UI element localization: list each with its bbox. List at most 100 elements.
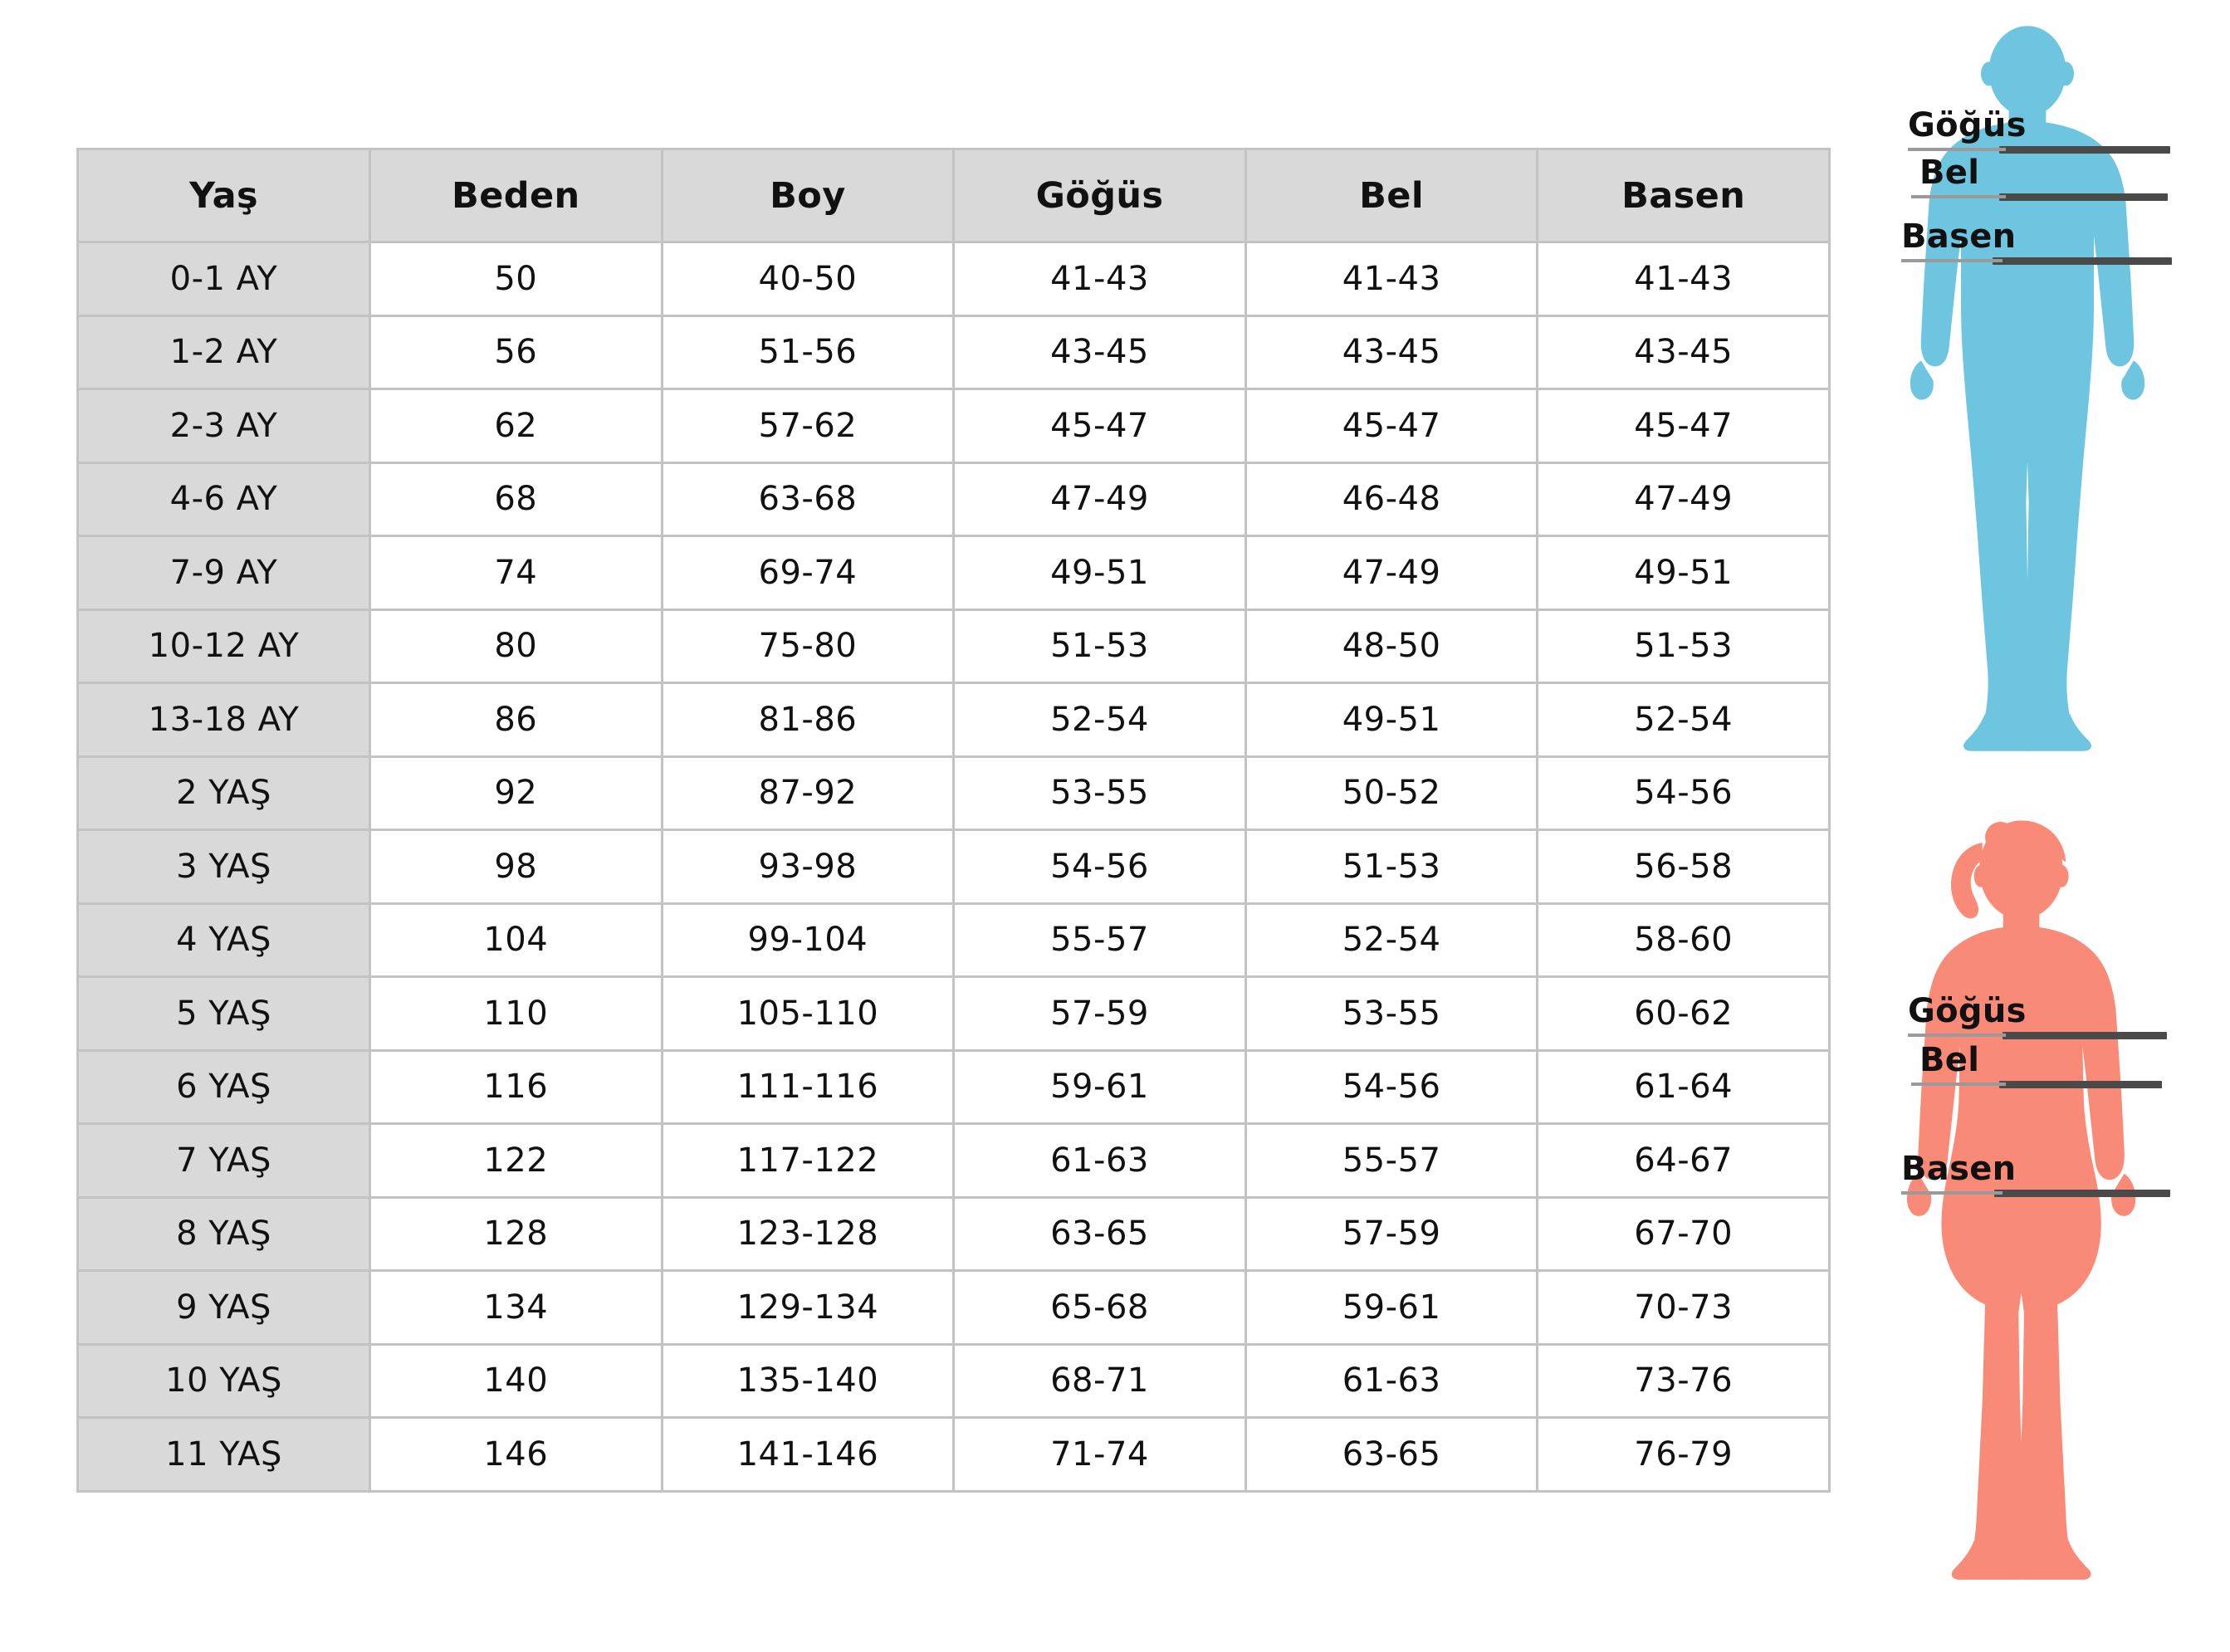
cell-chest: 55-57	[952, 902, 1247, 978]
cell-waist: 59-61	[1244, 1269, 1539, 1346]
cell-chest: 63-65	[952, 1195, 1247, 1272]
girl-chest-label: Göğüs	[1908, 992, 2027, 1030]
cell-size: 86	[369, 682, 663, 758]
cell-age: 13-18 AY	[76, 682, 371, 758]
cell-chest: 49-51	[952, 535, 1247, 611]
cell-chest: 41-43	[952, 241, 1247, 317]
cell-size: 56	[369, 314, 663, 390]
cell-size: 146	[369, 1416, 663, 1493]
cell-hip: 52-54	[1536, 682, 1831, 758]
cell-height: 87-92	[660, 755, 956, 831]
column-header-height: Boy	[660, 148, 956, 243]
boy-waist-label: Bel	[1919, 154, 1980, 192]
size-table-panel: Yaş Beden Boy Göğüs Bel Basen 0-1 AY 50 40…	[76, 148, 1831, 1493]
cell-waist: 43-45	[1244, 314, 1539, 390]
boy-hip-band	[1993, 257, 2172, 265]
boy-waist-leader-line	[1911, 195, 2006, 198]
cell-age: 4 YAŞ	[76, 902, 371, 978]
table-row: 10-12 AY 80 75-80 51-53 48-50 51-53	[76, 608, 1831, 684]
cell-size: 98	[369, 828, 663, 905]
table-row: 2 YAŞ 92 87-92 53-55 50-52 54-56	[76, 755, 1831, 831]
cell-hip: 64-67	[1536, 1122, 1831, 1199]
size-table: Yaş Beden Boy Göğüs Bel Basen 0-1 AY 50 40…	[76, 148, 1831, 1493]
cell-hip: 58-60	[1536, 902, 1831, 978]
cell-height: 117-122	[660, 1122, 956, 1199]
cell-waist: 53-55	[1244, 975, 1539, 1052]
cell-height: 105-110	[660, 975, 956, 1052]
cell-height: 123-128	[660, 1195, 956, 1272]
cell-waist: 51-53	[1244, 828, 1539, 905]
cell-age: 10 YAŞ	[76, 1342, 371, 1419]
girl-hip-label: Basen	[1901, 1150, 2017, 1188]
cell-waist: 52-54	[1244, 902, 1539, 978]
cell-waist: 41-43	[1244, 241, 1539, 317]
girl-waist-leader-line	[1911, 1083, 2006, 1086]
table-header: Yaş Beden Boy Göğüs Bel Basen	[76, 148, 1831, 243]
cell-chest: 54-56	[952, 828, 1247, 905]
cell-chest: 51-53	[952, 608, 1247, 684]
cell-hip: 41-43	[1536, 241, 1831, 317]
girl-hip-band	[1994, 1190, 2170, 1197]
girl-hip-leader-line	[1901, 1191, 2003, 1195]
cell-size: 50	[369, 241, 663, 317]
cell-waist: 46-48	[1244, 461, 1539, 537]
girl-waist-band	[1999, 1081, 2162, 1088]
cell-height: 93-98	[660, 828, 956, 905]
table-row: 4 YAŞ 104 99-104 55-57 52-54 58-60	[76, 902, 1831, 978]
table-row: 8 YAŞ 128 123-128 63-65 57-59 67-70	[76, 1195, 1831, 1272]
cell-chest: 59-61	[952, 1048, 1247, 1125]
cell-hip: 49-51	[1536, 535, 1831, 611]
cell-waist: 47-49	[1244, 535, 1539, 611]
cell-age: 4-6 AY	[76, 461, 371, 537]
column-header-size: Beden	[369, 148, 663, 243]
boy-silhouette-icon	[1910, 26, 2145, 751]
cell-hip: 73-76	[1536, 1342, 1831, 1419]
boy-waist-band	[1999, 193, 2168, 201]
cell-chest: 53-55	[952, 755, 1247, 831]
cell-size: 110	[369, 975, 663, 1052]
cell-age: 0-1 AY	[76, 241, 371, 317]
table-row: 0-1 AY 50 40-50 41-43 41-43 41-43	[76, 241, 1831, 317]
cell-hip: 43-45	[1536, 314, 1831, 390]
girl-silhouette-icon	[1906, 820, 2135, 1580]
cell-height: 129-134	[660, 1269, 956, 1346]
cell-chest: 52-54	[952, 682, 1247, 758]
cell-size: 128	[369, 1195, 663, 1272]
cell-size: 74	[369, 535, 663, 611]
cell-hip: 61-64	[1536, 1048, 1831, 1125]
table-row: 7 YAŞ 122 117-122 61-63 55-57 64-67	[76, 1122, 1831, 1199]
girl-chest-band	[2003, 1032, 2167, 1039]
cell-size: 92	[369, 755, 663, 831]
cell-waist: 55-57	[1244, 1122, 1539, 1199]
cell-waist: 63-65	[1244, 1416, 1539, 1493]
cell-waist: 45-47	[1244, 388, 1539, 464]
table-row: 1-2 AY 56 51-56 43-45 43-45 43-45	[76, 314, 1831, 390]
table-header-row: Yaş Beden Boy Göğüs Bel Basen	[76, 148, 1831, 243]
cell-hip: 56-58	[1536, 828, 1831, 905]
cell-chest: 65-68	[952, 1269, 1247, 1346]
girl-chest-leader-line	[1908, 1034, 2006, 1037]
cell-size: 140	[369, 1342, 663, 1419]
cell-chest: 43-45	[952, 314, 1247, 390]
cell-waist: 54-56	[1244, 1048, 1539, 1125]
cell-waist: 49-51	[1244, 682, 1539, 758]
cell-waist: 61-63	[1244, 1342, 1539, 1419]
boy-hip-label: Basen	[1901, 217, 2017, 256]
cell-hip: 54-56	[1536, 755, 1831, 831]
cell-height: 40-50	[660, 241, 956, 317]
table-row: 13-18 AY 86 81-86 52-54 49-51 52-54	[76, 682, 1831, 758]
cell-age: 9 YAŞ	[76, 1269, 371, 1346]
cell-age: 2-3 AY	[76, 388, 371, 464]
cell-height: 141-146	[660, 1416, 956, 1493]
cell-height: 51-56	[660, 314, 956, 390]
cell-waist: 48-50	[1244, 608, 1539, 684]
cell-size: 134	[369, 1269, 663, 1346]
cell-hip: 60-62	[1536, 975, 1831, 1052]
cell-height: 99-104	[660, 902, 956, 978]
boy-chest-band	[1999, 146, 2170, 154]
table-row: 7-9 AY 74 69-74 49-51 47-49 49-51	[76, 535, 1831, 611]
cell-chest: 68-71	[952, 1342, 1247, 1419]
boy-chest-leader-line	[1908, 148, 2006, 151]
table-row: 5 YAŞ 110 105-110 57-59 53-55 60-62	[76, 975, 1831, 1052]
